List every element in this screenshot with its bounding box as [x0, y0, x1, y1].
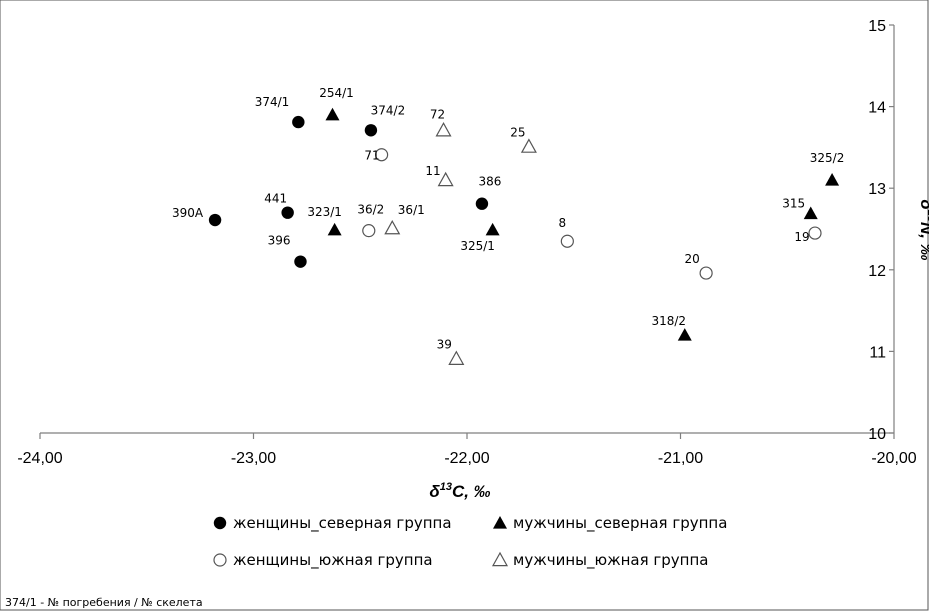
y-tick-label: 13 [868, 181, 886, 198]
data-point [208, 213, 222, 227]
y-tick-label: 12 [868, 263, 886, 280]
point-label: 374/1 [255, 95, 290, 109]
y-tick-label: 15 [868, 18, 886, 35]
data-point [384, 219, 401, 235]
point-label: 36/1 [398, 203, 425, 217]
legend: женщины_северная группа мужчины_северная … [213, 514, 727, 570]
x-tick-label: -22,00 [444, 450, 489, 467]
point-label: 39 [437, 338, 452, 352]
point-label: 11 [425, 164, 440, 178]
point-labels: 374/1 374/2 390А 441 396 386 254/1 323/1 325/1 32… [172, 86, 844, 352]
data-point [699, 266, 713, 280]
x-axis-title: δ13C, ‰ [429, 481, 490, 501]
x-tick-label: -23,00 [231, 450, 276, 467]
data-point [475, 197, 489, 210]
x-tick-label: -21,00 [658, 450, 703, 467]
data-point [281, 206, 294, 219]
data-point [292, 115, 305, 129]
legend-marker [491, 551, 509, 567]
data-point [294, 255, 307, 268]
data-point [364, 124, 378, 137]
data-point [560, 234, 574, 248]
point-label: 390А [172, 206, 204, 220]
data-points [208, 107, 840, 365]
data-point [803, 206, 818, 220]
data-point [825, 173, 840, 186]
point-label: 25 [510, 126, 525, 140]
data-point [435, 122, 452, 137]
legend-label: женщины_северная группа [233, 514, 452, 533]
point-label: 325/1 [460, 239, 495, 253]
point-label: 20 [684, 252, 699, 266]
point-label: 72 [430, 107, 445, 121]
point-label: 441 [264, 192, 287, 206]
legend-label: мужчины_северная группа [513, 514, 727, 533]
legend-marker [493, 516, 507, 529]
point-label: 8 [559, 216, 567, 230]
data-point [677, 328, 692, 341]
point-label: 325/2 [810, 151, 845, 165]
y-axis-title: δ15N, ‰ [917, 199, 929, 260]
point-label: 396 [268, 234, 291, 248]
legend-label: мужчины_южная группа [513, 551, 708, 570]
point-label: 374/2 [371, 103, 406, 117]
point-label: 318/2 [651, 314, 686, 328]
point-label: 36/2 [357, 203, 384, 217]
data-point [485, 222, 500, 236]
x-tick-label: -24,00 [17, 450, 62, 467]
legend-marker [213, 516, 227, 530]
footnote: 374/1 - № погребения / № скелета [5, 596, 203, 609]
legend-marker [213, 553, 227, 567]
data-point [325, 107, 340, 121]
data-point [375, 148, 389, 162]
axes: -24,00 -23,00 -22,00 -21,00 -20,00 10 11 12 13 14… [17, 18, 916, 467]
x-tick-label: -20,00 [871, 450, 916, 467]
point-label: 323/1 [307, 205, 342, 219]
data-point [448, 350, 465, 365]
y-tick-label: 10 [868, 426, 886, 443]
point-label: 71 [364, 149, 379, 163]
data-point [808, 226, 822, 240]
data-point [437, 171, 454, 187]
data-point [327, 222, 342, 236]
y-tick-label: 11 [869, 344, 886, 361]
point-label: 254/1 [319, 86, 354, 100]
point-label: 315 [782, 196, 805, 210]
y-tick-label: 14 [868, 100, 886, 117]
point-label: 386 [478, 175, 501, 189]
point-label: 19 [794, 230, 809, 244]
data-point [362, 224, 376, 238]
legend-label: женщины_южная группа [233, 551, 433, 570]
data-point [520, 138, 537, 153]
